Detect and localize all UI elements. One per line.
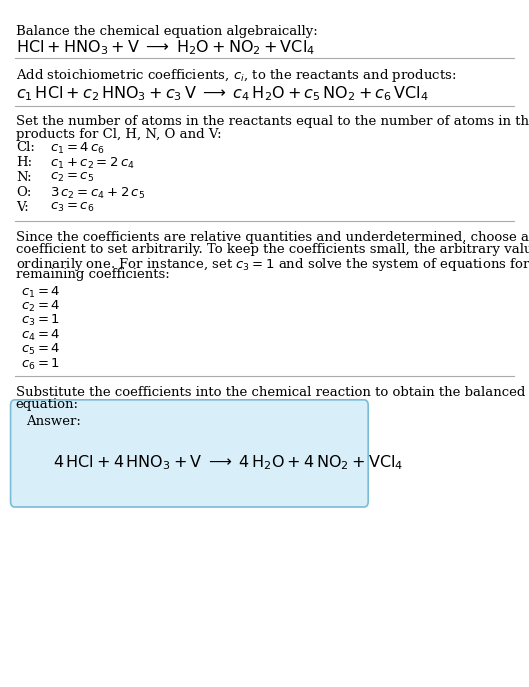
Text: $c_6 = 1$: $c_6 = 1$ bbox=[21, 357, 60, 372]
Text: Substitute the coefficients into the chemical reaction to obtain the balanced: Substitute the coefficients into the che… bbox=[16, 386, 525, 399]
Text: $c_1 = 4\,c_6$: $c_1 = 4\,c_6$ bbox=[50, 141, 105, 156]
Text: $c_3 = 1$: $c_3 = 1$ bbox=[21, 313, 60, 328]
Text: Set the number of atoms in the reactants equal to the number of atoms in the: Set the number of atoms in the reactants… bbox=[16, 115, 529, 128]
Text: ordinarily one. For instance, set $c_3 = 1$ and solve the system of equations fo: ordinarily one. For instance, set $c_3 =… bbox=[16, 256, 529, 273]
Text: remaining coefficients:: remaining coefficients: bbox=[16, 268, 170, 281]
Text: Balance the chemical equation algebraically:: Balance the chemical equation algebraica… bbox=[16, 25, 317, 38]
Text: V:: V: bbox=[16, 201, 29, 214]
Text: coefficient to set arbitrarily. To keep the coefficients small, the arbitrary va: coefficient to set arbitrarily. To keep … bbox=[16, 243, 529, 256]
Text: N:: N: bbox=[16, 171, 32, 184]
Text: H:: H: bbox=[16, 156, 32, 169]
Text: $c_2 = c_5$: $c_2 = c_5$ bbox=[50, 171, 94, 184]
Text: products for Cl, H, N, O and V:: products for Cl, H, N, O and V: bbox=[16, 128, 222, 141]
Text: $c_1 = 4$: $c_1 = 4$ bbox=[21, 284, 61, 300]
Text: Answer:: Answer: bbox=[26, 415, 81, 428]
Text: Add stoichiometric coefficients, $c_i$, to the reactants and products:: Add stoichiometric coefficients, $c_i$, … bbox=[16, 67, 456, 85]
Text: O:: O: bbox=[16, 186, 31, 199]
Text: $c_3 = c_6$: $c_3 = c_6$ bbox=[50, 201, 95, 214]
Text: $c_2 = 4$: $c_2 = 4$ bbox=[21, 299, 61, 314]
Text: equation:: equation: bbox=[16, 398, 79, 412]
Text: $3\,c_2 = c_4 + 2\,c_5$: $3\,c_2 = c_4 + 2\,c_5$ bbox=[50, 186, 145, 201]
Text: $c_4 = 4$: $c_4 = 4$ bbox=[21, 328, 61, 343]
Text: $c_1\,\mathrm{HCl} + c_2\,\mathrm{HNO_3} + c_3\,\mathrm{V} \;\longrightarrow\; c: $c_1\,\mathrm{HCl} + c_2\,\mathrm{HNO_3}… bbox=[16, 84, 429, 102]
Text: $c_5 = 4$: $c_5 = 4$ bbox=[21, 342, 61, 357]
Text: Cl:: Cl: bbox=[16, 141, 35, 154]
Text: $c_1 + c_2 = 2\,c_4$: $c_1 + c_2 = 2\,c_4$ bbox=[50, 156, 135, 171]
Text: $\mathrm{HCl + HNO_3 + V \;\longrightarrow\; H_2O + NO_2 + VCl_4}$: $\mathrm{HCl + HNO_3 + V \;\longrightarr… bbox=[16, 38, 315, 57]
Text: Since the coefficients are relative quantities and underdetermined, choose a: Since the coefficients are relative quan… bbox=[16, 231, 529, 244]
Text: $4\,\mathrm{HCl} + 4\,\mathrm{HNO_3} + \mathrm{V} \;\longrightarrow\; 4\,\mathrm: $4\,\mathrm{HCl} + 4\,\mathrm{HNO_3} + \… bbox=[53, 453, 403, 472]
